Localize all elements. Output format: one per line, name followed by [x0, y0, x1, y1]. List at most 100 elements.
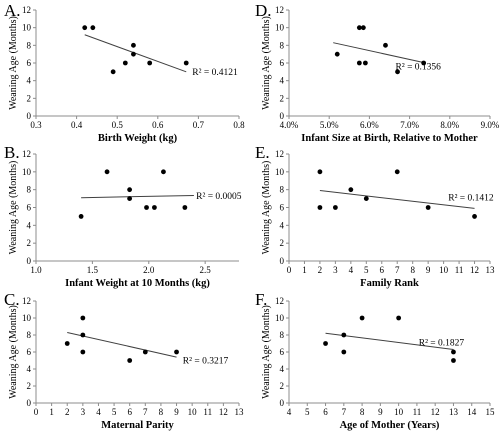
data-point: [362, 60, 368, 66]
y-tick-label: 10: [22, 313, 32, 323]
data-point: [317, 169, 323, 175]
x-tick-label: 2: [318, 265, 323, 275]
data-point: [360, 25, 366, 31]
x-tick-label: 8: [360, 407, 365, 417]
data-point: [363, 196, 369, 201]
y-tick-label: 2: [27, 93, 32, 103]
x-tick-label: 0.3: [30, 120, 42, 130]
panel-letter: E.: [255, 143, 270, 162]
data-point: [142, 349, 148, 355]
data-point: [127, 196, 133, 201]
y-tick-label: 0: [280, 256, 285, 266]
x-tick-label: 11: [203, 407, 212, 417]
data-point: [356, 25, 362, 31]
r-squared-label: R² = 0.4121: [192, 68, 238, 78]
r-squared-label: R² = 0.3217: [183, 357, 229, 367]
data-point: [110, 69, 116, 75]
panel-letter: A.: [4, 1, 21, 20]
x-tick-label: 10: [394, 407, 404, 417]
x-tick-label: 6: [380, 265, 385, 275]
data-point: [348, 187, 354, 193]
y-tick-label: 4: [280, 220, 285, 230]
x-tick-label: 11: [455, 265, 464, 275]
x-tick-label: 13: [486, 265, 496, 275]
x-tick-label: 7: [395, 265, 400, 275]
data-point: [395, 69, 400, 75]
x-axis-title: Infant Weight at 10 Months (kg): [65, 278, 210, 289]
y-tick-label: 6: [27, 347, 32, 357]
y-tick-label: 12: [22, 296, 31, 306]
y-tick-label: 10: [275, 23, 285, 33]
data-point: [341, 332, 347, 338]
y-tick-label: 6: [27, 58, 32, 68]
x-tick-label: 0: [34, 407, 39, 417]
data-point: [356, 60, 362, 66]
y-tick-label: 12: [22, 149, 31, 159]
x-tick-label: 9: [378, 407, 383, 417]
y-axis-title: Weaning Age (Months): [8, 161, 19, 255]
panel-letter: D.: [255, 1, 272, 20]
y-axis-title: Weaning Age (Months): [8, 16, 19, 110]
data-point: [174, 349, 179, 355]
x-tick-label: 10: [188, 407, 198, 417]
x-tick-label: 12: [431, 407, 440, 417]
x-tick-label: 9.0%: [481, 120, 500, 130]
data-point: [82, 25, 88, 31]
y-axis-title: Weaning Age (Months): [8, 305, 19, 399]
data-point: [451, 358, 456, 363]
trendline: [81, 194, 194, 199]
x-tick-label: 0.7: [193, 120, 205, 130]
x-tick-label: 13: [235, 407, 245, 417]
x-tick-label: 10: [439, 265, 449, 275]
x-tick-label: 1: [49, 407, 54, 417]
r-squared-label: R² = 0.0005: [196, 192, 242, 202]
y-tick-label: 2: [280, 238, 285, 248]
x-tick-label: 1.0: [30, 265, 42, 275]
data-point: [451, 349, 456, 355]
data-point: [332, 205, 338, 210]
x-tick-label: 15: [486, 407, 496, 417]
panel-letter: C.: [4, 290, 20, 309]
y-tick-label: 6: [280, 203, 285, 213]
x-tick-label: 3: [333, 265, 338, 275]
x-tick-label: 4.0%: [280, 120, 299, 130]
y-tick-label: 2: [280, 381, 285, 391]
x-tick-label: 12: [219, 407, 228, 417]
data-point: [127, 187, 133, 193]
x-tick-label: 5: [112, 407, 117, 417]
x-tick-label: 9: [426, 265, 431, 275]
y-axis-title: Weaning Age (Months): [261, 16, 272, 110]
x-tick-label: 0.6: [152, 120, 164, 130]
data-point: [383, 42, 388, 48]
y-tick-label: 4: [27, 76, 32, 86]
x-axis-title: Birth Weight (kg): [98, 133, 178, 144]
data-point: [104, 169, 110, 175]
y-tick-label: 10: [22, 23, 32, 33]
data-point: [80, 315, 86, 321]
y-tick-label: 2: [27, 238, 32, 248]
data-point: [323, 341, 328, 346]
x-tick-label: 5: [364, 265, 369, 275]
x-tick-label: 0.8: [233, 120, 245, 130]
data-point: [341, 349, 347, 355]
y-tick-label: 8: [27, 40, 32, 50]
y-tick-label: 0: [280, 111, 285, 121]
y-tick-label: 12: [275, 5, 284, 15]
data-point: [359, 315, 365, 321]
y-tick-label: 4: [280, 76, 285, 86]
data-point: [183, 60, 189, 66]
data-point: [182, 205, 188, 210]
panel-d: D. 0 2 4 6 8 10 12 4.0% 5.0% 6.0% 7.0% 8.0% 9.0%Infan…: [255, 1, 500, 144]
y-tick-label: 4: [280, 364, 285, 374]
x-tick-label: 4: [287, 407, 292, 417]
data-point: [131, 51, 136, 57]
data-point: [396, 315, 402, 321]
y-tick-label: 8: [280, 40, 285, 50]
panel-letter: F.: [255, 290, 267, 309]
data-point: [161, 169, 166, 175]
trendline: [319, 190, 475, 209]
r-squared-label: R² = 0.1827: [419, 339, 465, 349]
data-point: [334, 51, 340, 57]
